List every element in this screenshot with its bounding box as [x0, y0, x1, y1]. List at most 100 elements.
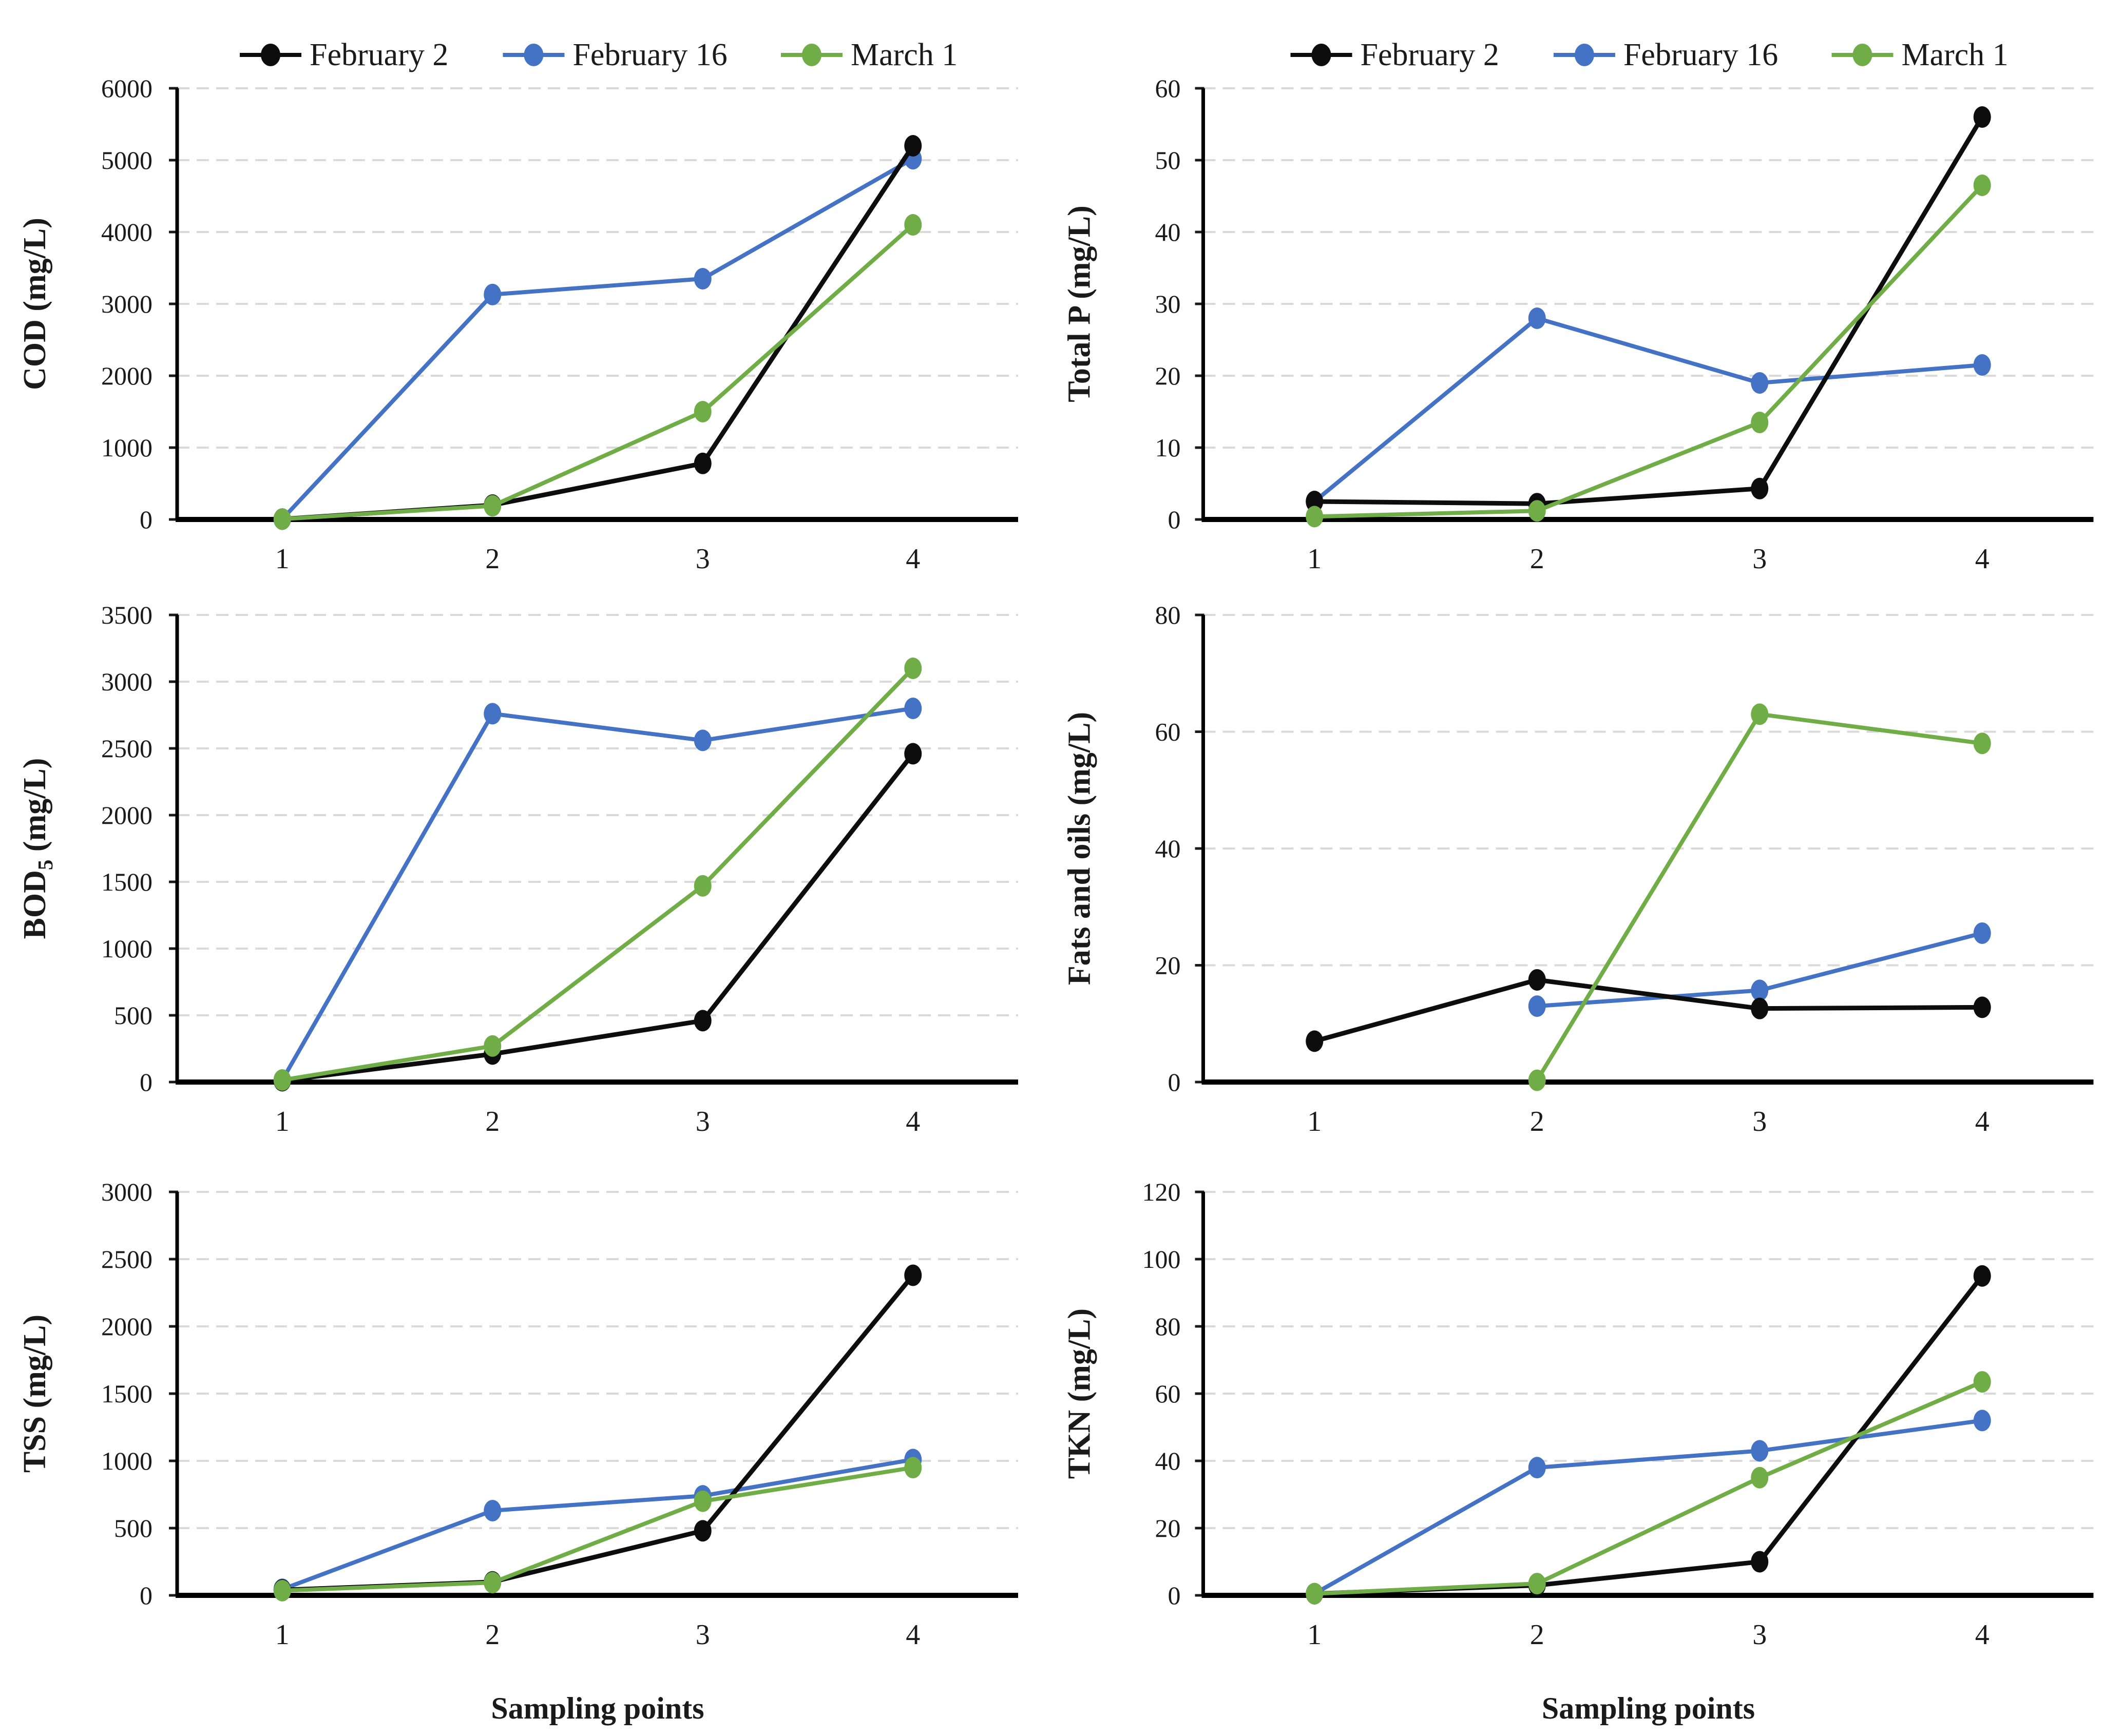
data-point-marker [904, 658, 922, 679]
series-february-16 [273, 698, 922, 1091]
chart-tss: 0 500 1000 1500 2000 2500 3000 1 2 3 4 TSS (mg/L) Sa… [0, 1158, 1061, 1736]
x-tick-label: 3 [696, 1106, 710, 1137]
y-tick-label: 3000 [101, 667, 152, 696]
y-axis-title: COD (mg/L) [17, 218, 52, 390]
series-line [280, 143, 915, 522]
data-point-marker [484, 1499, 502, 1521]
data-point-marker [1528, 1573, 1546, 1595]
series-line [1312, 1380, 1984, 1596]
x-tick-label: 1 [1307, 1619, 1322, 1651]
series-line [280, 223, 915, 522]
data-point-marker [694, 875, 712, 897]
y-tick-label: 5000 [101, 146, 152, 175]
y-tick-label: 6000 [101, 74, 152, 103]
data-point-marker [1751, 1551, 1769, 1573]
data-point-marker [904, 1264, 922, 1286]
x-tick-label: 1 [275, 1106, 290, 1137]
data-point-marker [273, 1579, 291, 1602]
data-point-marker [904, 698, 922, 719]
y-tick-label: 1000 [101, 1446, 152, 1475]
y-tick-label: 4000 [101, 218, 152, 246]
y-tick-label: 500 [114, 1001, 152, 1030]
data-point-marker [1973, 1371, 1991, 1393]
y-tick-label: 3000 [101, 1178, 152, 1206]
legend-label: February 16 [572, 37, 727, 72]
y-tick-label: 0 [140, 1581, 152, 1610]
data-point-marker [694, 729, 712, 751]
y-tick-label: 20 [1155, 1514, 1181, 1542]
x-tick-label: 2 [1530, 1619, 1544, 1651]
chart-tkn-svg: 0 20 40 60 80 100 120 1 2 3 4 TKN (mg/L) Sampling po… [1062, 1178, 2094, 1725]
y-tick-label: 1500 [101, 1379, 152, 1408]
legend-label: March 1 [851, 37, 958, 72]
x-tick-label: 1 [1307, 1106, 1322, 1137]
series-february-2 [1306, 969, 1991, 1052]
y-axis-title: Fats and oils (mg/L) [1062, 712, 1097, 985]
data-point-marker [1751, 372, 1769, 394]
data-point-marker [694, 1490, 712, 1512]
x-axis-title: Sampling points [1542, 1691, 1755, 1725]
series-line [280, 1457, 915, 1592]
series-march-1 [273, 214, 922, 530]
chart-bod5-svg: 0 500 1000 1500 2000 2500 3000 3500 1 2 3 4 BOD5​ (m… [17, 601, 1018, 1137]
legend-item: February 2 [240, 37, 448, 72]
legend-item: March 1 [780, 37, 958, 72]
series-march-1 [1528, 703, 1991, 1091]
series-march-1 [273, 1457, 922, 1602]
series-line [1312, 1418, 1984, 1596]
data-point-marker [1751, 997, 1769, 1019]
x-tick-label: 3 [696, 543, 710, 575]
data-point-marker [904, 1457, 922, 1479]
y-tick-label: 40 [1155, 218, 1181, 246]
x-tick-label: 4 [1975, 1106, 1990, 1137]
data-point-marker [1973, 732, 1991, 755]
series-line [1312, 316, 1984, 504]
data-point-marker [1751, 412, 1769, 433]
data-point-marker [1528, 500, 1546, 522]
series-march-1 [1306, 1371, 1991, 1605]
legend-item: February 16 [1553, 37, 1778, 72]
legend-label: March 1 [1901, 37, 2008, 72]
data-point-marker [484, 1572, 502, 1594]
legend-marker-dot [1852, 44, 1872, 66]
chart-total-p: 0 10 20 30 40 50 60 1 2 3 4 Total P (mg/L) February … [1061, 0, 2123, 579]
x-tick-label: 2 [485, 543, 500, 575]
y-tick-label: 120 [1142, 1178, 1181, 1206]
legend-item: February 2 [1290, 37, 1499, 72]
x-tick-label: 4 [906, 1619, 920, 1651]
series-march-1 [273, 658, 922, 1091]
y-tick-label: 60 [1155, 718, 1181, 746]
x-tick-label: 3 [1752, 1619, 1767, 1651]
series-february-16 [1528, 922, 1991, 1017]
y-tick-label: 50 [1155, 146, 1181, 175]
y-tick-label: 40 [1155, 1446, 1181, 1475]
series-february-2 [273, 743, 922, 1092]
data-point-marker [904, 743, 922, 765]
x-tick-label: 4 [906, 543, 920, 575]
series-march-1 [1306, 175, 1991, 528]
x-tick-label: 4 [906, 1106, 920, 1137]
data-point-marker [1528, 1457, 1546, 1479]
y-tick-label: 30 [1155, 290, 1181, 318]
y-tick-label: 20 [1155, 951, 1181, 980]
data-point-marker [1973, 996, 1991, 1018]
series-line [1312, 977, 1985, 1044]
series-february-16 [273, 148, 922, 530]
x-tick-label: 4 [1975, 543, 1990, 575]
data-point-marker [1973, 922, 1991, 944]
y-tick-label: 100 [1142, 1245, 1181, 1274]
legend-marker-dot [261, 44, 281, 66]
data-point-marker [273, 1069, 291, 1091]
series-line [280, 666, 915, 1083]
data-point-marker [1973, 175, 1991, 196]
y-tick-label: 80 [1155, 601, 1181, 629]
x-axis-title: Sampling points [491, 1691, 704, 1725]
y-tick-label: 0 [140, 1068, 152, 1096]
data-point-marker [1751, 1440, 1769, 1462]
y-tick-label: 2500 [101, 734, 152, 763]
y-axis-title: Total P (mg/L) [1062, 205, 1097, 402]
x-tick-label: 1 [275, 1619, 290, 1651]
legend-marker-dot [524, 44, 544, 66]
data-point-marker [694, 1520, 712, 1542]
